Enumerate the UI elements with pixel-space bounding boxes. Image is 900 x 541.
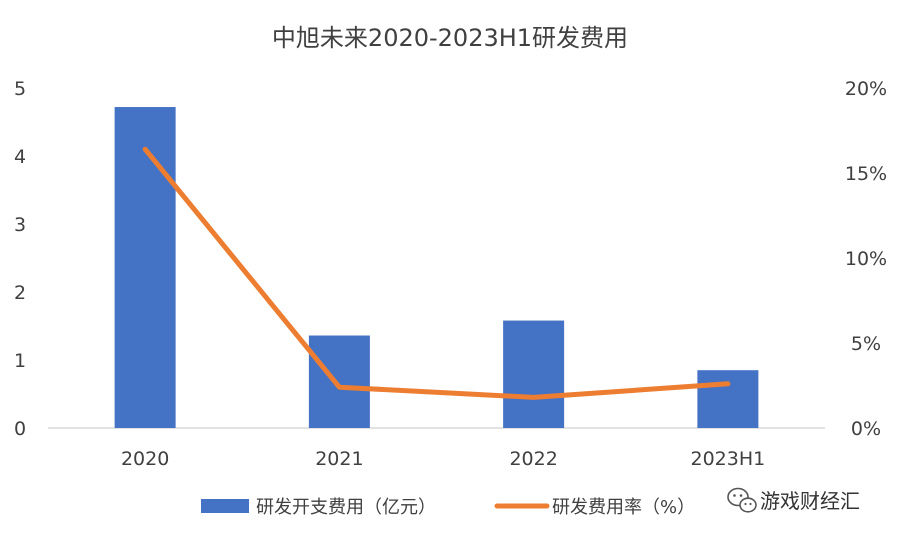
left-y-tick-label: 5 — [14, 78, 26, 100]
left-y-tick-label: 3 — [14, 214, 26, 236]
bar-series — [114, 107, 759, 428]
right-y-axis: 0% 5% 10% 15% 20% — [845, 78, 887, 440]
chart-title: 中旭未来2020-2023H1研发费用 — [272, 24, 628, 52]
line-series — [142, 146, 731, 400]
right-y-tick-label: 20% — [845, 78, 887, 100]
left-y-tick-label: 4 — [14, 146, 26, 168]
x-tick-label: 2020 — [121, 448, 169, 470]
left-y-tick-label: 0 — [14, 418, 26, 440]
right-y-tick-label: 0% — [851, 418, 881, 440]
left-y-tick-label: 1 — [14, 350, 26, 372]
x-tick-label: 2023H1 — [691, 448, 766, 470]
bar — [114, 107, 176, 428]
watermark-text: 游戏财经汇 — [760, 489, 860, 513]
watermark: 游戏财经汇 — [727, 487, 860, 513]
legend-label-bar: 研发开支费用（亿元） — [256, 497, 436, 518]
legend: 研发开支费用（亿元） 研发费用率（%） — [201, 497, 695, 518]
line-path — [142, 146, 731, 400]
right-y-tick-label: 5% — [851, 333, 881, 355]
bar — [503, 320, 565, 428]
legend-swatch-bar — [201, 499, 249, 513]
legend-label-line: 研发费用率（%） — [552, 497, 695, 518]
left-y-axis: 0 1 2 3 4 5 — [14, 78, 26, 440]
bar — [308, 335, 370, 428]
x-axis: 2020 2021 2022 2023H1 — [121, 448, 765, 470]
x-tick-label: 2021 — [315, 448, 363, 470]
left-y-tick-label: 2 — [14, 282, 26, 304]
right-y-tick-label: 10% — [845, 248, 887, 270]
right-y-tick-label: 15% — [845, 163, 887, 185]
x-tick-label: 2022 — [509, 448, 557, 470]
wechat-icon — [727, 487, 757, 513]
bar — [697, 370, 759, 428]
